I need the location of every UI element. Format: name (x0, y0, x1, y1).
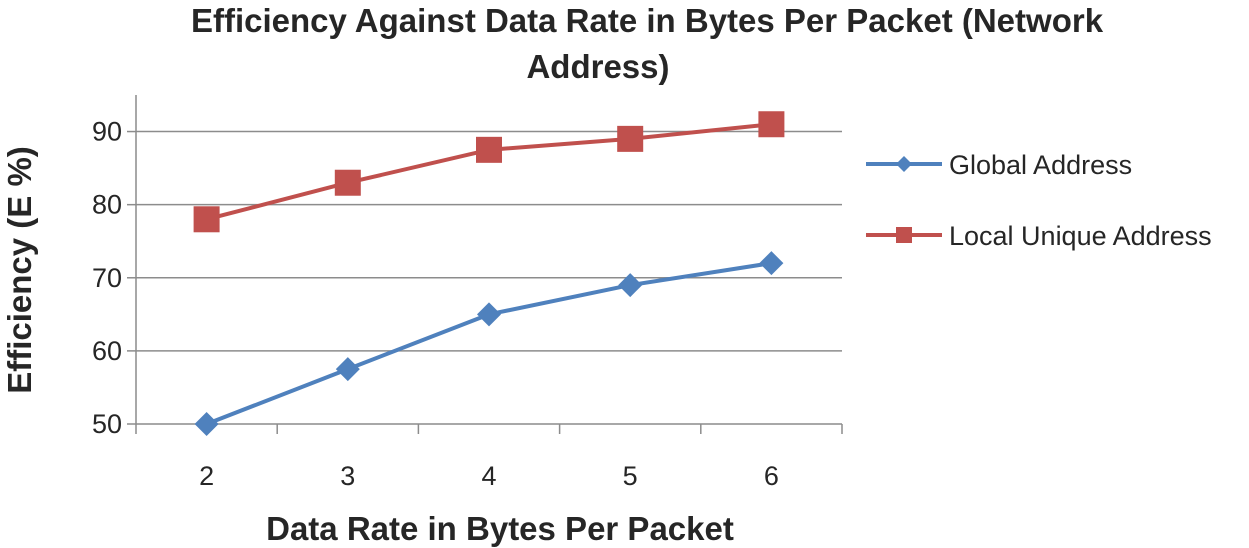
grid (136, 130, 842, 352)
data-point (618, 273, 643, 298)
diamond-icon (896, 156, 912, 172)
data-point (476, 136, 502, 163)
x-tick-label: 4 (481, 461, 496, 491)
x-tick-label: 5 (623, 461, 638, 491)
data-point (758, 111, 785, 138)
data-point (194, 412, 219, 436)
legend-label: Global Address (949, 150, 1132, 180)
data-point (759, 251, 784, 276)
y-axis-label: Efficiency (E %) (1, 146, 38, 394)
legend: Global Address Local Unique Address (866, 150, 1212, 251)
y-tick-labels: 50 60 70 80 90 (92, 117, 122, 439)
x-tick-label: 2 (199, 461, 214, 491)
x-tick-labels: 2 3 4 5 6 (199, 461, 779, 491)
data-point (334, 169, 361, 196)
x-tick-label: 3 (340, 461, 355, 491)
y-tick-label: 90 (92, 117, 122, 147)
series-1 (194, 251, 784, 436)
chart-title: Efficiency Against Data Rate in Bytes Pe… (191, 2, 1104, 85)
x-axis-label: Data Rate in Bytes Per Packet (266, 510, 734, 547)
axes (127, 95, 843, 434)
square-icon (896, 227, 912, 243)
chart-title-line-2: Address) (526, 48, 669, 85)
legend-label: Local Unique Address (949, 221, 1212, 251)
data-point (193, 206, 220, 233)
x-tick-label: 6 (764, 461, 779, 491)
legend-item: Global Address (866, 150, 1132, 180)
y-tick-label: 50 (92, 409, 122, 439)
data-point (617, 125, 644, 152)
series-layer (193, 111, 785, 436)
chart-title-line-1: Efficiency Against Data Rate in Bytes Pe… (191, 2, 1104, 39)
legend-item: Local Unique Address (866, 221, 1212, 251)
y-tick-label: 60 (92, 336, 122, 366)
y-tick-label: 80 (92, 190, 122, 220)
data-point (335, 357, 360, 382)
y-tick-label: 70 (92, 263, 122, 293)
series-2 (193, 111, 785, 233)
series-line (205, 261, 772, 426)
data-point (477, 302, 501, 327)
